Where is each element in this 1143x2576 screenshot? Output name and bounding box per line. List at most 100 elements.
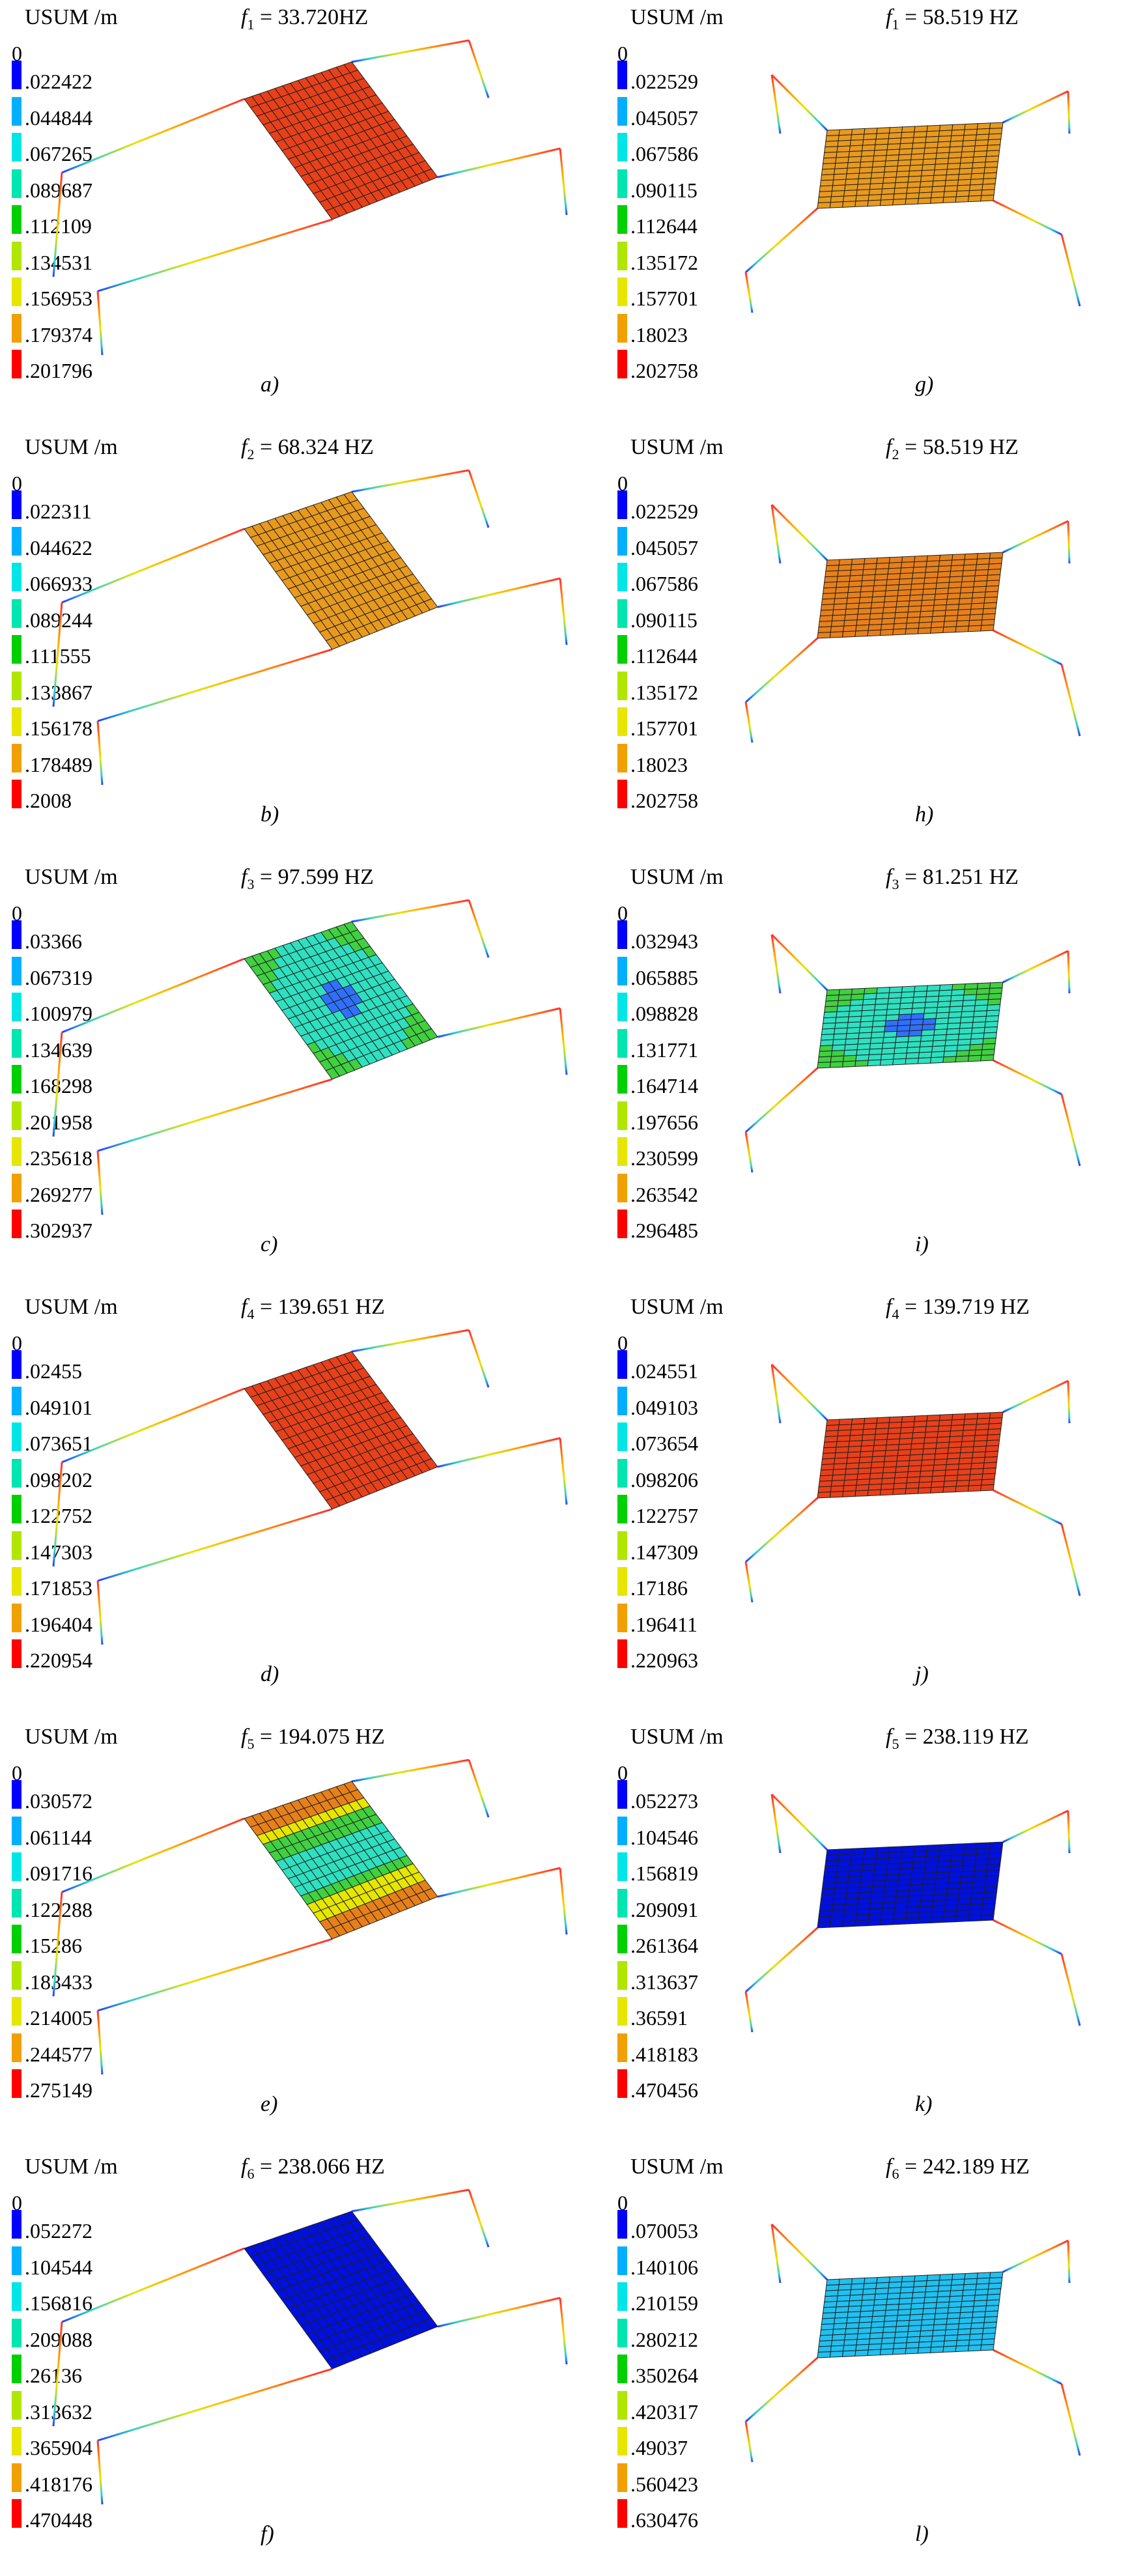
truss-member [1067,91,1071,134]
mesh-element [882,2332,896,2339]
mesh-element [948,2300,963,2308]
mesh-element [886,1438,900,1446]
mesh-element [945,1893,960,1901]
legend-swatch [617,1458,627,1488]
mesh-element [892,1058,907,1066]
mesh-element [981,1043,996,1051]
mesh-element [871,1886,886,1893]
frequency-title: f1 = 58.519 HZ [886,5,1019,33]
truss-member [993,1919,1062,1955]
mesh-element [850,134,865,141]
mesh-element [846,167,860,175]
mesh-element [834,1887,848,1895]
mesh-element [892,1488,907,1495]
legend-swatch [617,1997,627,2026]
mesh-element [931,1910,945,1918]
legend-zero-value: 0 [12,42,22,65]
mesh-element [823,1871,838,1878]
mesh-element [960,1016,974,1024]
mesh-element [935,1447,949,1454]
mesh-element [870,1891,885,1899]
legend-swatch [12,169,21,198]
mesh-element [875,2287,889,2295]
mesh-element [908,1460,923,1467]
mesh-element [883,2320,897,2328]
mesh-element [838,1848,853,1856]
mesh-element [936,576,951,584]
mesh-element [974,145,988,152]
mesh-element [836,1865,851,1872]
mesh-element [983,597,998,604]
mesh-element [924,2291,938,2298]
mesh-element [922,1878,937,1885]
mesh-element [957,1893,972,1900]
mesh-element [933,2318,948,2325]
truss-member [437,147,561,178]
mesh-element [920,1034,935,1042]
mesh-element [850,993,865,1000]
mesh-element [882,1466,897,1473]
mesh-element [882,1042,896,1049]
legend-value: .201958 [25,1110,92,1134]
mesh-element [823,587,837,594]
truss-member [96,1150,104,1215]
mesh-element [946,1028,961,1036]
mesh-element [987,1852,1002,1860]
mesh-element [836,581,850,588]
mesh-element [951,129,965,137]
mesh-element [944,185,958,192]
mesh-element [919,1470,934,1477]
mesh-element [985,2299,1000,2306]
mesh-element [901,126,916,133]
mesh-element [950,1854,965,1861]
mesh-element [882,612,896,619]
mesh-element [830,1910,845,1917]
mesh-element [821,1028,836,1036]
frequency-symbol: f [886,2155,892,2179]
mesh-element [946,1023,961,1030]
mesh-element [898,1867,913,1875]
mesh-element [850,1853,865,1860]
mesh-element [832,178,847,186]
mesh-element [944,1469,959,1477]
mesh-element [851,2277,866,2285]
mesh-element [972,1015,987,1023]
mesh-element [935,2307,949,2314]
mesh-element [937,2285,952,2292]
mesh-element [963,1854,977,1861]
mesh-element [957,1033,972,1040]
mesh-element [847,156,862,163]
legend-value: .470456 [630,2078,698,2102]
mesh-element [926,124,941,132]
mode-shape-panel-f: USUM /m f6 = 238.066 HZ 0.052272.104544.15… [0,2149,568,2573]
mesh-element [962,1859,976,1867]
mesh-element [922,1023,936,1031]
legend-swatch [12,205,21,234]
mesh-element [899,1432,914,1439]
mesh-element [911,1437,925,1445]
mesh-element [869,2327,884,2334]
mesh-element [922,1883,936,1891]
mesh-element [933,1458,948,1465]
frequency-title: f6 = 238.066 HZ [241,2155,385,2183]
mesh-element [906,1046,921,1054]
mesh-element [851,1847,866,1855]
mesh-element [873,1445,887,1452]
mesh-element [937,565,952,573]
legend-swatch [12,1065,21,1094]
mesh-element [868,188,883,195]
mesh-element [952,2273,966,2280]
mesh-element [908,170,923,177]
mesh-element [973,1870,987,1877]
mesh-element [896,165,911,172]
mesh-element [905,1918,919,1925]
legend-value: .2008 [25,789,72,812]
mesh-element [851,1417,866,1425]
mesh-element [896,171,910,178]
mesh-element [961,1865,976,1872]
mesh-element [959,1882,974,1889]
legend-swatch [12,920,21,949]
legend-unit-label: USUM /m [630,435,724,459]
mesh-element [844,2333,858,2341]
mesh-element [976,552,991,559]
